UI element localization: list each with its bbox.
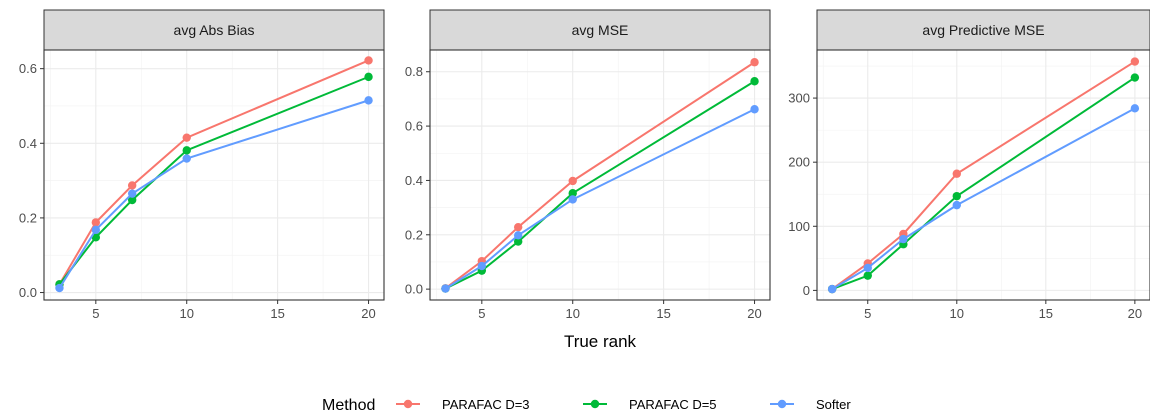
panel-strip-title: avg Abs Bias <box>174 22 255 38</box>
data-point-softer <box>441 284 450 293</box>
chart-panels: avg Abs Bias 5 10 15 20 0.0 0.2 0.4 0.6 avg MSE 5 1… <box>19 9 1150 321</box>
data-point-parafac-d-5 <box>1130 73 1140 82</box>
panel-border <box>43 49 385 301</box>
data-point-parafac-d-3 <box>364 56 373 65</box>
data-point-parafac-d-5 <box>364 72 373 82</box>
legend-label: PARAFAC D=5 <box>629 397 717 412</box>
panel-avg-abs-bias: avg Abs Bias 5 10 15 20 0.0 0.2 0.4 0.6 <box>19 9 385 321</box>
panel-avg-mse: avg MSE 5 10 15 20 0.0 0.2 0.4 0.6 0.8 <box>405 9 771 321</box>
data-point-parafac-d-3 <box>750 58 759 67</box>
x-tick-label: 20 <box>747 306 761 321</box>
y-tick-label: 200 <box>788 155 810 170</box>
data-point-parafac-d-5 <box>127 195 137 205</box>
data-point-softer <box>127 189 137 198</box>
y-tick-label: 0.4 <box>19 136 37 151</box>
legend-items: PARAFAC D=3 PARAFAC D=5 Softer <box>396 397 851 412</box>
panel-strip <box>43 9 385 51</box>
legend-item-softer: Softer <box>770 397 851 412</box>
y-tick-label: 100 <box>788 219 810 234</box>
data-point-softer <box>513 231 523 240</box>
data-point-parafac-d-5 <box>513 237 523 246</box>
legend-title: Method <box>322 397 375 414</box>
x-tick-label: 10 <box>565 306 579 321</box>
y-tick-label: 0.8 <box>405 64 423 79</box>
y-tick-label: 0.6 <box>19 61 37 76</box>
data-point-softer <box>1130 104 1140 113</box>
data-point-softer <box>364 96 373 105</box>
y-tick-label: 300 <box>788 91 810 106</box>
x-axis-title: True rank <box>564 332 637 351</box>
data-point-softer <box>55 283 64 293</box>
legend-key-point <box>403 399 413 409</box>
legend-key-point <box>777 399 787 409</box>
y-tick-label: 0.6 <box>405 119 423 134</box>
x-tick-label: 5 <box>864 306 871 321</box>
data-point-softer <box>899 234 908 244</box>
legend-label: Softer <box>816 397 851 412</box>
x-tick-label: 5 <box>478 306 485 321</box>
plot-area <box>430 50 770 300</box>
x-tick-label: 20 <box>1128 306 1142 321</box>
y-tick-label: 0.0 <box>405 282 423 297</box>
data-point-parafac-d-5 <box>182 146 191 155</box>
data-point-softer <box>91 225 101 235</box>
legend-item-parafac-d-5: PARAFAC D=5 <box>583 397 717 412</box>
y-tick-label: 0.2 <box>19 210 37 225</box>
data-point-softer <box>952 200 961 210</box>
legend-label: PARAFAC D=3 <box>442 397 530 412</box>
data-point-parafac-d-5 <box>863 271 872 280</box>
panel-strip <box>816 9 1150 51</box>
data-point-parafac-d-3 <box>568 176 577 186</box>
legend: Method PARAFAC D=3 PARAFAC D=5 Softer <box>322 397 851 414</box>
plot-area <box>44 50 384 300</box>
data-point-softer <box>827 284 837 294</box>
data-point-softer <box>750 105 759 114</box>
data-point-parafac-d-3 <box>952 169 961 178</box>
data-point-softer <box>568 195 577 204</box>
data-point-softer <box>863 263 872 273</box>
x-tick-label: 10 <box>950 306 964 321</box>
data-point-softer <box>477 261 487 271</box>
panel-border <box>816 49 1150 301</box>
y-tick-label: 0.2 <box>405 227 423 242</box>
legend-item-parafac-d-3: PARAFAC D=3 <box>396 397 530 412</box>
x-tick-label: 20 <box>361 306 375 321</box>
y-tick-label: 0.0 <box>19 285 37 300</box>
data-point-softer <box>182 154 191 163</box>
panel-border <box>429 49 771 301</box>
data-point-parafac-d-3 <box>127 181 137 190</box>
y-tick-label: 0.4 <box>405 173 423 188</box>
data-point-parafac-d-3 <box>91 218 101 227</box>
data-point-parafac-d-5 <box>568 189 577 198</box>
x-tick-label: 5 <box>92 306 99 321</box>
panel-strip <box>429 9 771 51</box>
data-point-parafac-d-3 <box>1130 57 1140 66</box>
x-tick-label: 10 <box>179 306 193 321</box>
panel-strip-title: avg MSE <box>572 22 629 38</box>
legend-key-point <box>590 399 600 409</box>
x-tick-label: 15 <box>1039 306 1053 321</box>
data-point-parafac-d-3 <box>513 222 523 232</box>
data-point-parafac-d-3 <box>182 133 191 142</box>
data-point-parafac-d-5 <box>952 191 961 201</box>
y-tick-label: 0 <box>803 283 810 298</box>
data-point-parafac-d-5 <box>750 77 759 86</box>
data-point-parafac-d-5 <box>91 233 101 242</box>
x-tick-label: 15 <box>270 306 284 321</box>
x-tick-label: 15 <box>656 306 670 321</box>
panel-strip-title: avg Predictive MSE <box>922 22 1044 38</box>
